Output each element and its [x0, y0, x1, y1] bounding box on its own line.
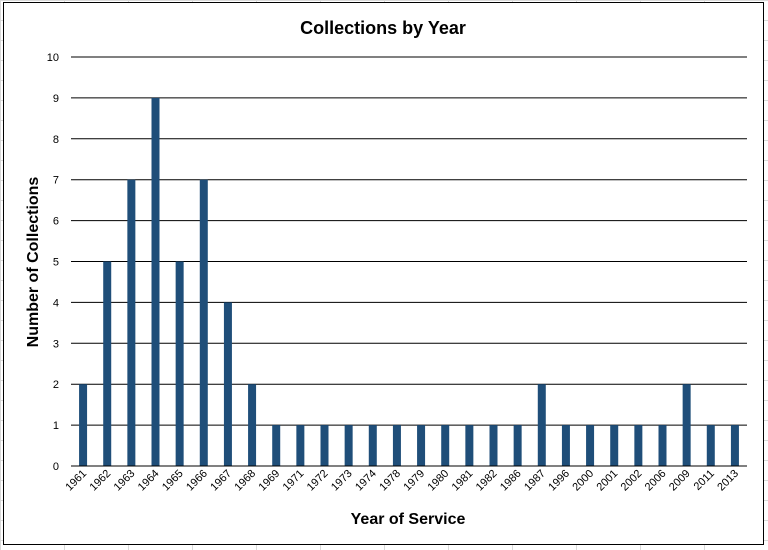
- x-tick-label: 1961: [63, 468, 89, 494]
- x-tick-label: 2006: [643, 468, 669, 494]
- bar-1965[interactable]: [175, 261, 184, 467]
- y-axis-ticks: 0 1 2 3 4 5 6 7 8 9 10: [47, 52, 59, 473]
- bar-2006[interactable]: [658, 425, 667, 466]
- y-tick-label: 2: [53, 379, 59, 391]
- x-tick-label: 1973: [329, 468, 355, 494]
- bar-1969[interactable]: [272, 425, 281, 466]
- x-tick-label: 1969: [257, 468, 283, 494]
- bar-2000[interactable]: [586, 425, 595, 466]
- chart-title: Collections by Year: [300, 18, 466, 38]
- y-tick-label: 1: [53, 420, 59, 432]
- x-tick-label: 1963: [112, 468, 138, 494]
- bar-2011[interactable]: [706, 425, 715, 466]
- y-tick-label: 0: [53, 461, 59, 473]
- gridlines: [71, 56, 747, 426]
- bar-2001[interactable]: [610, 425, 619, 466]
- x-tick-label: 1968: [232, 468, 258, 494]
- bar-1981[interactable]: [465, 425, 474, 466]
- bar-2009[interactable]: [682, 384, 691, 466]
- x-tick-label: 1965: [160, 468, 186, 494]
- y-tick-label: 3: [53, 338, 59, 350]
- y-tick-label: 8: [53, 134, 59, 146]
- x-tick-label: 1996: [546, 468, 572, 494]
- x-tick-label: 1981: [450, 468, 476, 494]
- x-tick-label: 1974: [353, 468, 379, 494]
- x-tick-label: 1964: [136, 468, 162, 494]
- bar-1996[interactable]: [561, 425, 570, 466]
- x-tick-label: 1980: [426, 468, 452, 494]
- x-tick-label: 2009: [667, 468, 693, 494]
- bar-1979[interactable]: [417, 425, 426, 466]
- x-tick-label: 1967: [208, 468, 234, 494]
- bar-2002[interactable]: [634, 425, 643, 466]
- x-tick-label: 1971: [281, 468, 307, 494]
- x-tick-label: 2011: [692, 468, 717, 493]
- bar-1978[interactable]: [392, 425, 401, 466]
- x-tick-label: 2000: [570, 468, 596, 494]
- y-tick-label: 7: [53, 175, 59, 187]
- bar-1963[interactable]: [127, 179, 136, 466]
- x-tick-label: 1982: [474, 468, 500, 494]
- bars: [79, 97, 739, 467]
- x-tick-label: 1972: [305, 468, 331, 494]
- x-tick-label: 1986: [498, 468, 524, 494]
- bar-1962[interactable]: [103, 261, 112, 467]
- x-axis-ticks: 1961196219631964196519661967196819691971…: [63, 468, 741, 494]
- x-tick-label: 1966: [184, 468, 210, 494]
- x-tick-label: 1978: [377, 468, 403, 494]
- x-tick-label: 1962: [88, 468, 114, 494]
- x-tick-label: 2001: [595, 468, 621, 494]
- bar-1987[interactable]: [537, 384, 546, 466]
- x-tick-label: 1987: [522, 468, 548, 494]
- bar-1967[interactable]: [223, 302, 232, 466]
- x-axis-title: Year of Service: [351, 511, 466, 528]
- x-tick-label: 2002: [619, 468, 645, 494]
- bar-1964[interactable]: [151, 97, 160, 467]
- bar-1986[interactable]: [513, 425, 522, 466]
- bar-1971[interactable]: [296, 425, 305, 466]
- y-axis-title: Number of Collections: [25, 177, 42, 348]
- x-tick-label: 2013: [715, 468, 741, 494]
- bar-1982[interactable]: [489, 425, 498, 466]
- bar-1968[interactable]: [248, 384, 257, 466]
- y-tick-label: 6: [53, 216, 59, 228]
- x-tick-label: 1979: [401, 468, 427, 494]
- bar-1980[interactable]: [441, 425, 450, 466]
- bar-1973[interactable]: [344, 425, 353, 466]
- bar-1974[interactable]: [368, 425, 377, 466]
- y-tick-label: 10: [47, 52, 59, 64]
- y-tick-label: 9: [53, 93, 59, 105]
- bar-1972[interactable]: [320, 425, 329, 466]
- y-tick-label: 5: [53, 257, 59, 269]
- bar-1961[interactable]: [79, 384, 88, 466]
- y-tick-label: 4: [53, 297, 59, 309]
- bar-1966[interactable]: [199, 179, 208, 466]
- bar-2013[interactable]: [730, 425, 739, 466]
